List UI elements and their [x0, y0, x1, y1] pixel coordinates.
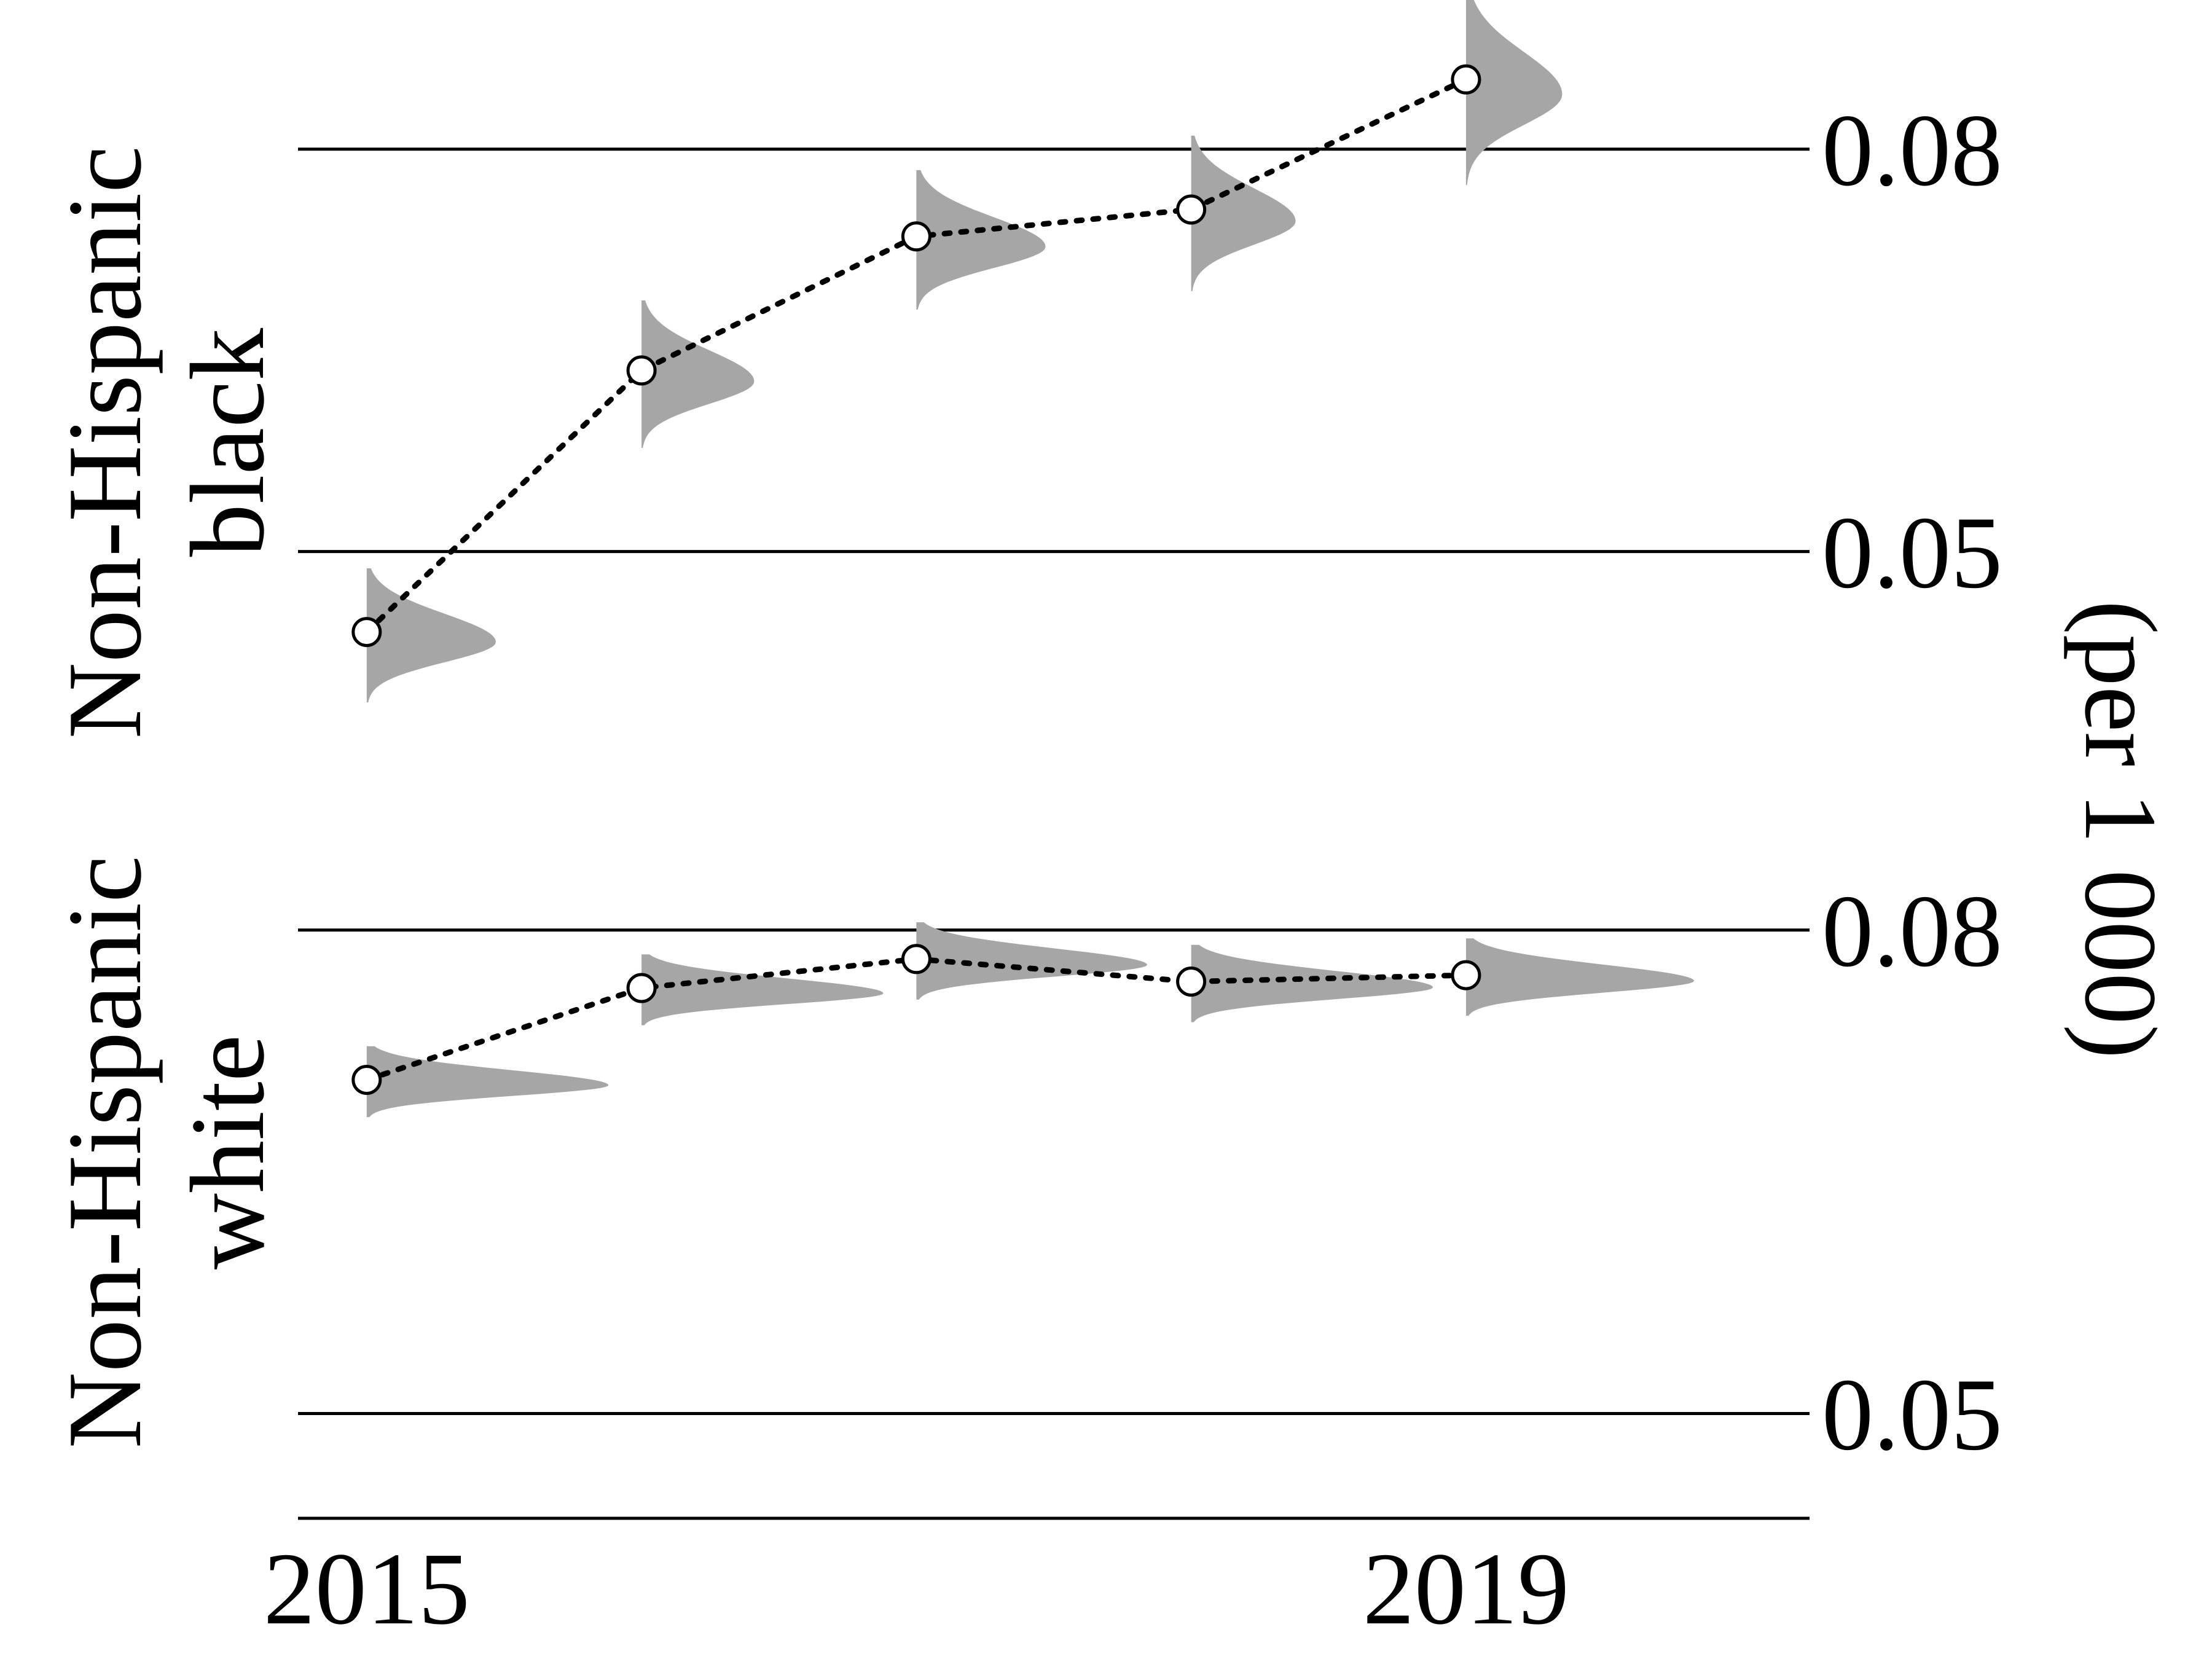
distribution-1-4 — [1465, 938, 1695, 1016]
data-point-0-1 — [626, 355, 657, 386]
distributions-white — [366, 922, 1695, 1118]
data-point-1-4 — [1451, 960, 1481, 990]
y-tick-label-0-0: 0.05 — [1822, 496, 2002, 610]
series-line-white — [364, 956, 1469, 1083]
data-point-0-0 — [351, 617, 382, 648]
data-point-1-3 — [1176, 967, 1207, 997]
distribution-0-4 — [1465, 0, 1563, 186]
x-tick-label-0: 2015 — [264, 1532, 470, 1646]
distribution-1-2 — [916, 922, 1148, 1000]
distribution-1-0 — [366, 1046, 609, 1118]
panel-label-black-line2: black — [170, 328, 286, 557]
y-tick-label-0-1: 0.08 — [1822, 93, 2002, 208]
y-tick-label-1-0: 0.05 — [1822, 1358, 2002, 1472]
distribution-0-3 — [1191, 135, 1296, 291]
x-tick-label-1: 2019 — [1363, 1532, 1569, 1646]
data-point-0-3 — [1176, 194, 1207, 225]
y-axis-label: (per 1 000) — [2063, 600, 2178, 1059]
y-tick-labels-white: 0.05 0.08 — [1822, 874, 2002, 1472]
distribution-0-0 — [366, 568, 496, 703]
gridlines-black — [298, 147, 1810, 554]
points-black — [351, 64, 1481, 648]
data-point-0-2 — [901, 221, 931, 252]
gridlines-white — [298, 928, 1810, 1415]
y-tick-labels-black: 0.05 0.08 — [1822, 93, 2002, 610]
panel-black: Non-Hispanic black 0.05 0.08 — [47, 0, 2002, 739]
distributions-black — [366, 0, 1563, 703]
data-point-0-4 — [1451, 64, 1481, 95]
panel-label-white-line1: Non-Hispanic — [47, 856, 163, 1449]
distribution-0-1 — [641, 300, 755, 448]
panel-label-white-line2: white — [170, 1035, 286, 1269]
y-tick-label-1-1: 0.08 — [1822, 874, 2002, 989]
distribution-1-3 — [1191, 944, 1433, 1022]
data-point-1-1 — [626, 973, 657, 1003]
panel-label-black-line1: Non-Hispanic — [47, 146, 163, 739]
points-white — [351, 944, 1481, 1095]
distribution-1-1 — [641, 954, 884, 1026]
panel-white: Non-Hispanic white 0.05 0.08 — [47, 856, 2002, 1472]
x-tick-labels: 2015 2019 — [264, 1532, 1569, 1646]
data-point-1-2 — [901, 944, 931, 975]
data-point-1-0 — [351, 1065, 382, 1095]
distribution-0-2 — [916, 170, 1046, 310]
series-line-black — [364, 76, 1469, 635]
